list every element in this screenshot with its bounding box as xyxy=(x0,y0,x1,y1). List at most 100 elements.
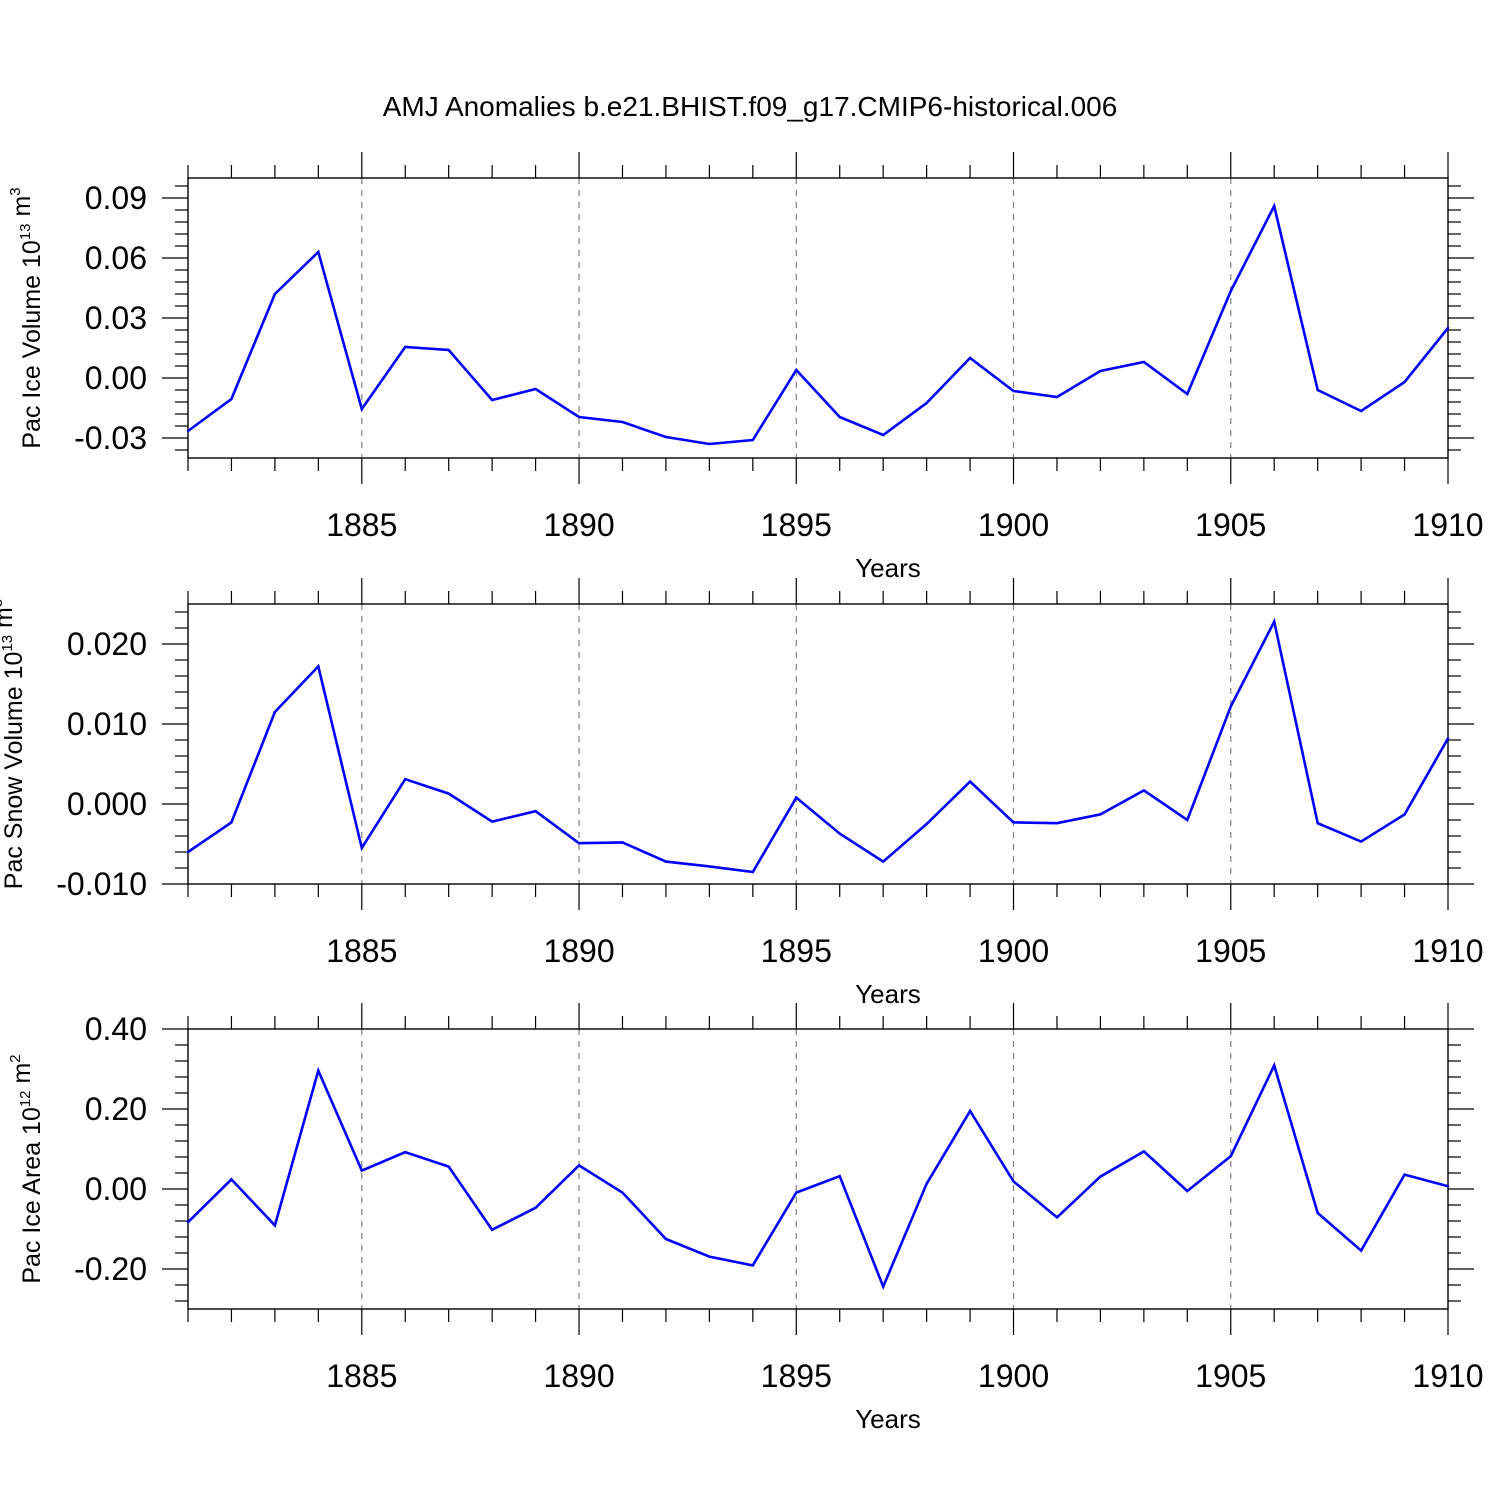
data-point xyxy=(577,415,581,419)
y-axis-title: Pac Ice Volume 1013 m3 xyxy=(7,187,46,448)
y-axis-title: Pac Ice Area 1012 m2 xyxy=(7,1054,46,1283)
data-point xyxy=(1055,395,1059,399)
y-tick-label: 0.020 xyxy=(67,626,147,662)
data-point xyxy=(1012,1180,1015,1183)
data-point xyxy=(795,796,798,799)
y-axis-title: Pac Snow Volume 1013 m3 xyxy=(0,599,28,889)
data-point xyxy=(621,841,624,844)
plot-frame xyxy=(187,603,1449,885)
y-tick-label: 0.00 xyxy=(85,360,147,396)
data-point xyxy=(534,1206,537,1210)
data-point xyxy=(968,356,972,360)
plot-frame xyxy=(187,1028,1449,1310)
y-axis-title-exponent: 13 xyxy=(17,223,34,240)
data-point xyxy=(230,397,233,401)
y-tick-label: 0.03 xyxy=(85,300,147,336)
y-tick-label: -0.20 xyxy=(74,1251,147,1287)
series-line xyxy=(187,617,1450,874)
data-point xyxy=(360,846,363,850)
data-point xyxy=(186,429,190,433)
data-point xyxy=(838,415,841,419)
x-tick-label: 1900 xyxy=(978,507,1049,543)
data-point xyxy=(1099,813,1102,816)
x-axis-title: Years xyxy=(855,553,921,583)
data-point xyxy=(708,442,711,446)
data-point xyxy=(1012,821,1015,824)
data-point xyxy=(1316,388,1319,392)
y-axis-title-unit: m xyxy=(8,1063,36,1091)
y-tick-label: 0.00 xyxy=(85,1171,147,1207)
data-point xyxy=(1446,1185,1450,1188)
data-point xyxy=(1403,1173,1406,1176)
data-point xyxy=(1273,204,1276,208)
data-point xyxy=(1012,389,1015,393)
data-point xyxy=(925,1182,928,1186)
x-tick-label: 1905 xyxy=(1195,507,1266,543)
data-point xyxy=(708,865,711,868)
data-point xyxy=(1099,369,1102,373)
data-point xyxy=(881,433,885,437)
x-tick-label: 1900 xyxy=(978,933,1049,969)
data-point xyxy=(1142,1150,1146,1153)
data-point xyxy=(708,1255,711,1258)
data-point xyxy=(968,780,972,783)
data-point xyxy=(447,792,450,795)
x-tick-label: 1895 xyxy=(761,933,832,969)
y-tick-label: 0.06 xyxy=(85,240,147,276)
y-axis-title-exponent: 12 xyxy=(17,1090,34,1107)
data-point xyxy=(1446,326,1450,330)
panel-1: 1885 1890 1895 1900 1905 1910 Years -0.03 0.00 0.… xyxy=(7,152,1484,583)
data-point xyxy=(1229,289,1232,293)
data-point xyxy=(404,778,407,781)
data-point xyxy=(230,1178,233,1181)
data-point xyxy=(577,1164,581,1167)
data-point xyxy=(1142,789,1146,792)
y-tick-label: 0.010 xyxy=(67,706,147,742)
data-point xyxy=(664,860,668,863)
x-tick-label: 1910 xyxy=(1412,1358,1483,1394)
data-point xyxy=(881,860,885,863)
data-point xyxy=(1273,1064,1276,1067)
data-point xyxy=(490,398,494,402)
data-point xyxy=(1359,840,1363,843)
data-point xyxy=(360,1169,363,1172)
data-point xyxy=(404,1151,407,1154)
data-point xyxy=(534,387,537,391)
y-axis-title-unit: m xyxy=(8,196,36,224)
series-line xyxy=(187,1061,1449,1291)
data-point xyxy=(795,368,798,372)
x-axis-title: Years xyxy=(855,979,921,1009)
data-point xyxy=(1403,380,1406,384)
y-axis-title-exponent: 13 xyxy=(0,635,16,652)
data-point xyxy=(751,1264,755,1267)
data-point xyxy=(273,1224,277,1227)
data-point xyxy=(490,820,494,823)
x-tick-label: 1885 xyxy=(326,933,397,969)
y-axis-title-unit-exponent: 3 xyxy=(0,599,6,607)
data-point xyxy=(230,821,233,824)
data-point xyxy=(273,710,277,714)
y-axis-title-base: Pac Snow Volume 10 xyxy=(0,652,28,890)
data-point xyxy=(577,842,581,845)
data-point xyxy=(664,435,668,439)
panel-3: 1885 1890 1895 1900 1905 1910 Years -0.20 0.00 0.… xyxy=(7,1003,1484,1434)
series-line xyxy=(187,202,1450,446)
y-tick-label: -0.03 xyxy=(74,420,147,456)
data-point xyxy=(925,401,928,405)
x-tick-label: 1895 xyxy=(761,1358,832,1394)
panel-2: 1885 1890 1895 1900 1905 1910 Years -0.010 0.000… xyxy=(0,578,1484,1009)
data-point xyxy=(1229,705,1232,708)
data-point xyxy=(1186,392,1189,396)
x-tick-label: 1900 xyxy=(978,1358,1049,1394)
data-point xyxy=(1186,818,1189,822)
data-point xyxy=(1055,822,1059,825)
x-tick-label: 1885 xyxy=(326,507,397,543)
data-point xyxy=(664,1237,668,1241)
data-point xyxy=(273,292,277,296)
data-point xyxy=(1055,1216,1059,1219)
y-tick-label: 0.000 xyxy=(67,786,147,822)
data-point xyxy=(317,250,320,254)
x-tick-label: 1905 xyxy=(1195,1358,1266,1394)
